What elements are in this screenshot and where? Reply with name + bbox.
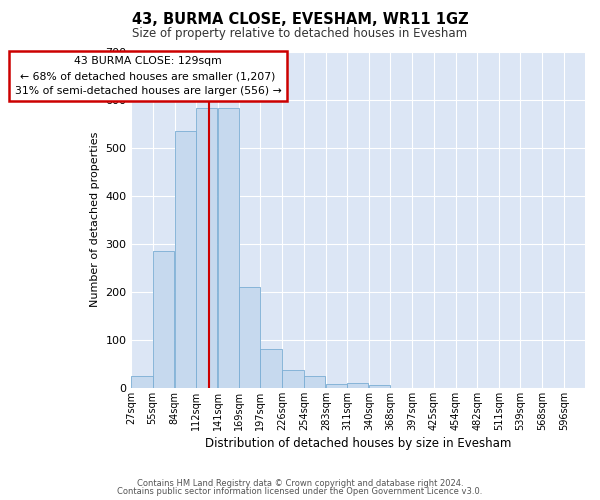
Bar [239,287,260,388]
Bar [347,383,368,388]
Bar [260,350,282,388]
Bar [326,384,347,388]
Bar [283,370,304,388]
Bar [131,376,152,388]
Y-axis label: Number of detached properties: Number of detached properties [89,132,100,308]
X-axis label: Distribution of detached houses by size in Evesham: Distribution of detached houses by size … [205,437,511,450]
Bar [152,251,174,388]
Bar [218,108,239,388]
Text: Size of property relative to detached houses in Evesham: Size of property relative to detached ho… [133,28,467,40]
Bar [304,376,325,388]
Bar [175,131,196,388]
Text: Contains HM Land Registry data © Crown copyright and database right 2024.: Contains HM Land Registry data © Crown c… [137,478,463,488]
Bar [196,108,217,388]
Text: Contains public sector information licensed under the Open Government Licence v3: Contains public sector information licen… [118,487,482,496]
Text: 43, BURMA CLOSE, EVESHAM, WR11 1GZ: 43, BURMA CLOSE, EVESHAM, WR11 1GZ [131,12,469,28]
Text: 43 BURMA CLOSE: 129sqm
← 68% of detached houses are smaller (1,207)
31% of semi-: 43 BURMA CLOSE: 129sqm ← 68% of detached… [14,56,281,96]
Bar [369,386,391,388]
